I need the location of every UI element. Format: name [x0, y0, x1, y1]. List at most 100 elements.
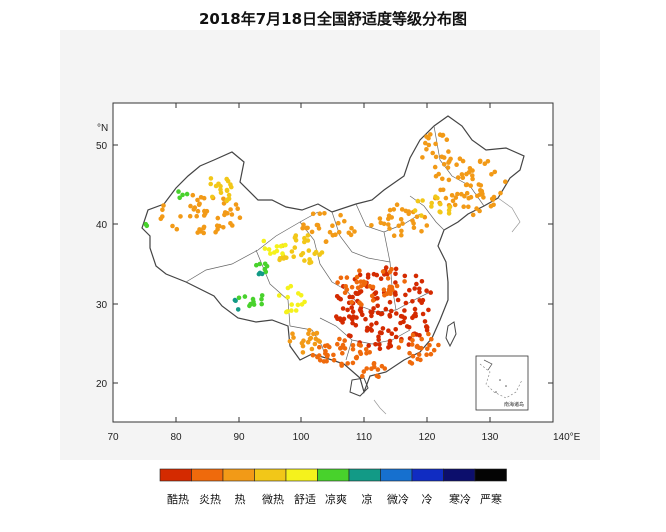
station-dot — [335, 280, 340, 285]
station-dot — [446, 160, 451, 165]
station-dot — [381, 287, 387, 293]
x-tick-label: 80 — [170, 432, 182, 443]
station-dot — [398, 338, 404, 344]
station-dot — [425, 346, 430, 352]
station-dot — [198, 195, 204, 200]
station-dot — [289, 302, 295, 307]
station-dot — [373, 290, 379, 295]
station-dot — [300, 225, 305, 231]
station-dot — [376, 374, 381, 380]
station-dot — [374, 272, 380, 278]
station-dot — [387, 299, 393, 305]
station-dot — [468, 194, 474, 200]
station-dot — [208, 176, 214, 181]
station-dot — [176, 189, 181, 194]
station-dot — [406, 342, 412, 347]
station-dot — [310, 211, 316, 217]
station-dot — [348, 333, 353, 339]
station-dot — [291, 254, 297, 259]
station-dot — [399, 228, 404, 234]
station-dot — [317, 344, 322, 350]
station-dot — [349, 284, 355, 290]
station-dot — [354, 315, 359, 320]
station-dot — [462, 193, 467, 199]
station-dot — [309, 229, 315, 235]
station-dot — [424, 223, 430, 228]
station-dot — [305, 225, 310, 231]
station-dot — [371, 361, 377, 366]
station-dot — [352, 229, 357, 234]
station-dot — [394, 202, 400, 207]
station-dot — [215, 215, 221, 221]
station-dot — [198, 229, 203, 234]
station-dot — [218, 187, 223, 192]
station-dot — [228, 182, 233, 187]
station-dot — [287, 339, 293, 344]
station-dot — [457, 156, 463, 161]
inset-label: 南海诸岛 — [504, 401, 524, 408]
station-dot — [385, 276, 391, 281]
station-dot — [363, 347, 369, 352]
station-dot — [416, 345, 422, 351]
station-dot — [360, 373, 365, 379]
station-dot — [490, 197, 496, 202]
station-dot — [236, 295, 242, 301]
station-dot — [289, 249, 295, 254]
station-dot — [398, 313, 404, 319]
station-dot — [301, 222, 306, 227]
station-dot — [315, 222, 321, 228]
station-dot — [259, 301, 265, 307]
station-dot — [202, 208, 207, 214]
station-dot — [317, 339, 323, 344]
station-dot — [285, 285, 291, 291]
station-dot — [417, 289, 422, 295]
station-dot — [216, 181, 221, 187]
station-dot — [377, 342, 382, 347]
legend-swatch — [380, 468, 413, 482]
station-dot — [306, 248, 312, 253]
station-dot — [503, 179, 508, 184]
station-dot — [284, 255, 289, 260]
station-dot — [412, 286, 418, 291]
station-dot — [158, 216, 164, 222]
station-dot — [302, 299, 307, 305]
station-dot — [284, 309, 289, 315]
station-dot — [492, 169, 498, 175]
station-dot — [247, 303, 252, 309]
station-dot — [233, 298, 238, 304]
station-dot — [335, 341, 340, 347]
station-dot — [337, 336, 342, 342]
station-dot — [201, 225, 206, 231]
station-dot — [411, 225, 417, 230]
station-dot — [420, 297, 426, 303]
station-dot — [370, 284, 376, 290]
legend-swatch — [285, 468, 318, 482]
station-dot — [368, 326, 373, 332]
station-dot — [291, 335, 296, 340]
station-dot — [419, 229, 424, 234]
station-dot — [290, 331, 295, 337]
y-tick-label: 40 — [96, 220, 108, 231]
station-dot — [424, 147, 429, 152]
station-dot — [345, 307, 350, 313]
station-dot — [374, 320, 379, 326]
station-dot — [217, 223, 222, 229]
station-dot — [340, 350, 345, 356]
station-dot — [338, 212, 343, 218]
station-dot — [454, 162, 459, 167]
station-dot — [367, 350, 373, 355]
station-dot — [344, 287, 350, 292]
station-dot — [383, 306, 389, 312]
station-dot — [429, 204, 434, 209]
station-dot — [325, 343, 330, 348]
station-dot — [305, 233, 311, 238]
station-dot — [428, 132, 433, 137]
station-dot — [396, 345, 402, 350]
station-dot — [312, 341, 318, 347]
station-dot — [317, 211, 323, 216]
station-dot — [424, 352, 429, 358]
station-dot — [208, 181, 213, 187]
station-dot — [224, 188, 230, 193]
station-dot — [235, 206, 240, 211]
station-dot — [441, 155, 447, 160]
